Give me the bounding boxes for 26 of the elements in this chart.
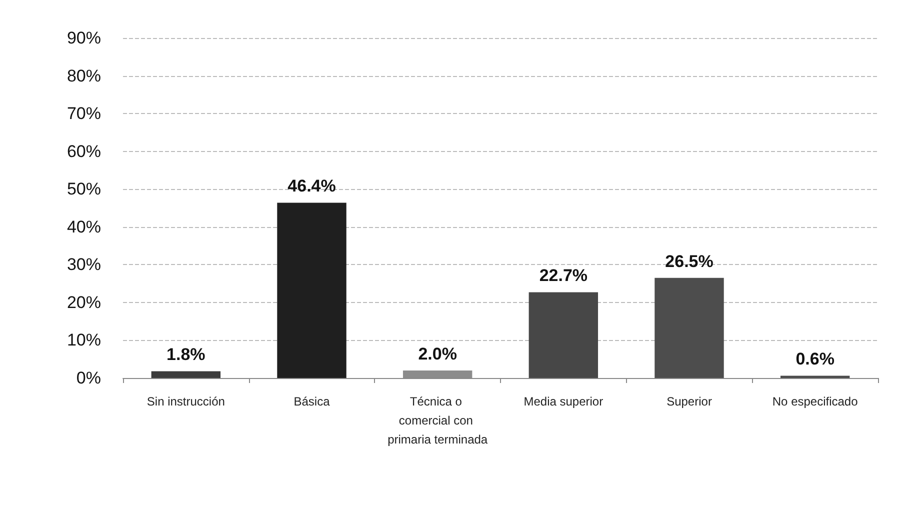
y-tick-label: 60% (66, 142, 101, 161)
x-tick-label: Sin instrucción (146, 394, 225, 408)
y-tick-label: 50% (66, 180, 101, 199)
bar (151, 371, 221, 378)
data-label: 2.0% (418, 344, 457, 364)
data-label: 0.6% (796, 350, 834, 369)
data-label: 26.5% (665, 252, 714, 271)
bar (277, 202, 346, 378)
x-tick-label: No especificado (772, 394, 858, 408)
x-tick-label: Superior (666, 394, 712, 408)
bar (654, 278, 724, 378)
y-tick-label: 80% (66, 66, 101, 86)
x-tick-label: Media superior (524, 394, 604, 408)
x-tick-label: Básica (294, 394, 330, 408)
y-tick-label: 20% (66, 292, 101, 312)
data-label: 46.4% (288, 176, 336, 196)
data-label: 1.8% (166, 345, 206, 364)
y-tick-label: 40% (66, 217, 101, 236)
bar (528, 292, 598, 378)
y-tick-label: 70% (66, 104, 101, 124)
data-label: 22.7% (539, 266, 588, 286)
y-tick-label: 10% (66, 330, 101, 350)
y-tick-label: 90% (66, 28, 101, 48)
y-tick-label: 30% (66, 255, 101, 274)
y-tick-label: 0% (76, 368, 101, 388)
x-tick-label: Técnica o comercial con primaria terminada (388, 394, 488, 446)
